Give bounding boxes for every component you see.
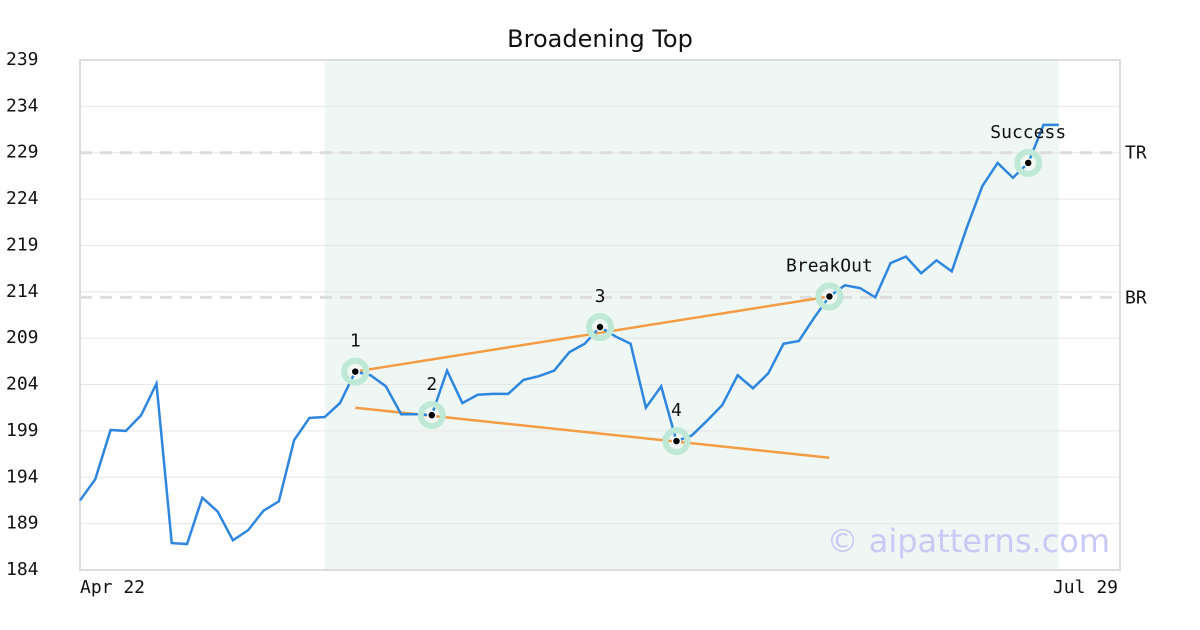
pivot-point <box>824 291 835 302</box>
watermark: © aipatterns.com <box>827 522 1110 560</box>
plot-frame <box>79 59 1121 571</box>
pivot-point <box>671 436 682 446</box>
y-tick-label: 184 <box>6 559 39 580</box>
y-tick-label: 204 <box>6 374 39 395</box>
chart-title: Broadening Top <box>507 25 693 53</box>
pivot-halo <box>341 357 370 386</box>
pivot-point <box>1023 158 1033 168</box>
y-tick-label: 224 <box>6 188 39 209</box>
pivot-label: 1 <box>350 331 361 352</box>
pivot-point <box>595 322 605 332</box>
pivot-halo <box>662 427 691 456</box>
y-tick-label: 229 <box>6 142 39 163</box>
pivot-label: 2 <box>426 374 437 395</box>
y-tick-label: 219 <box>6 234 39 255</box>
pivot-halo <box>1014 148 1043 177</box>
pivot-label: Success <box>990 122 1066 143</box>
pivot-point <box>427 410 437 420</box>
y-tick-label: 209 <box>6 327 39 348</box>
x-tick-label: Jul 29 <box>1053 577 1118 598</box>
pivot-halo <box>417 401 446 430</box>
reference-label: TR <box>1125 143 1147 164</box>
y-tick-label: 194 <box>6 466 39 487</box>
price-line <box>78 123 1059 546</box>
pivot-halo <box>815 282 844 311</box>
x-tick-label: Apr 22 <box>80 577 145 598</box>
y-tick-label: 234 <box>6 95 39 116</box>
y-tick-label: 189 <box>6 513 39 534</box>
y-tick-label: 199 <box>6 420 39 441</box>
reference-label: BR <box>1125 287 1147 308</box>
highlight-region <box>324 60 1059 570</box>
y-tick-label: 214 <box>6 281 39 302</box>
pivot-point <box>350 366 361 377</box>
pivot-label: 4 <box>671 400 682 421</box>
pivot-label: 3 <box>595 286 606 307</box>
pivot-label: BreakOut <box>786 255 873 276</box>
pivot-halo <box>586 313 614 342</box>
y-tick-label: 239 <box>6 49 39 70</box>
